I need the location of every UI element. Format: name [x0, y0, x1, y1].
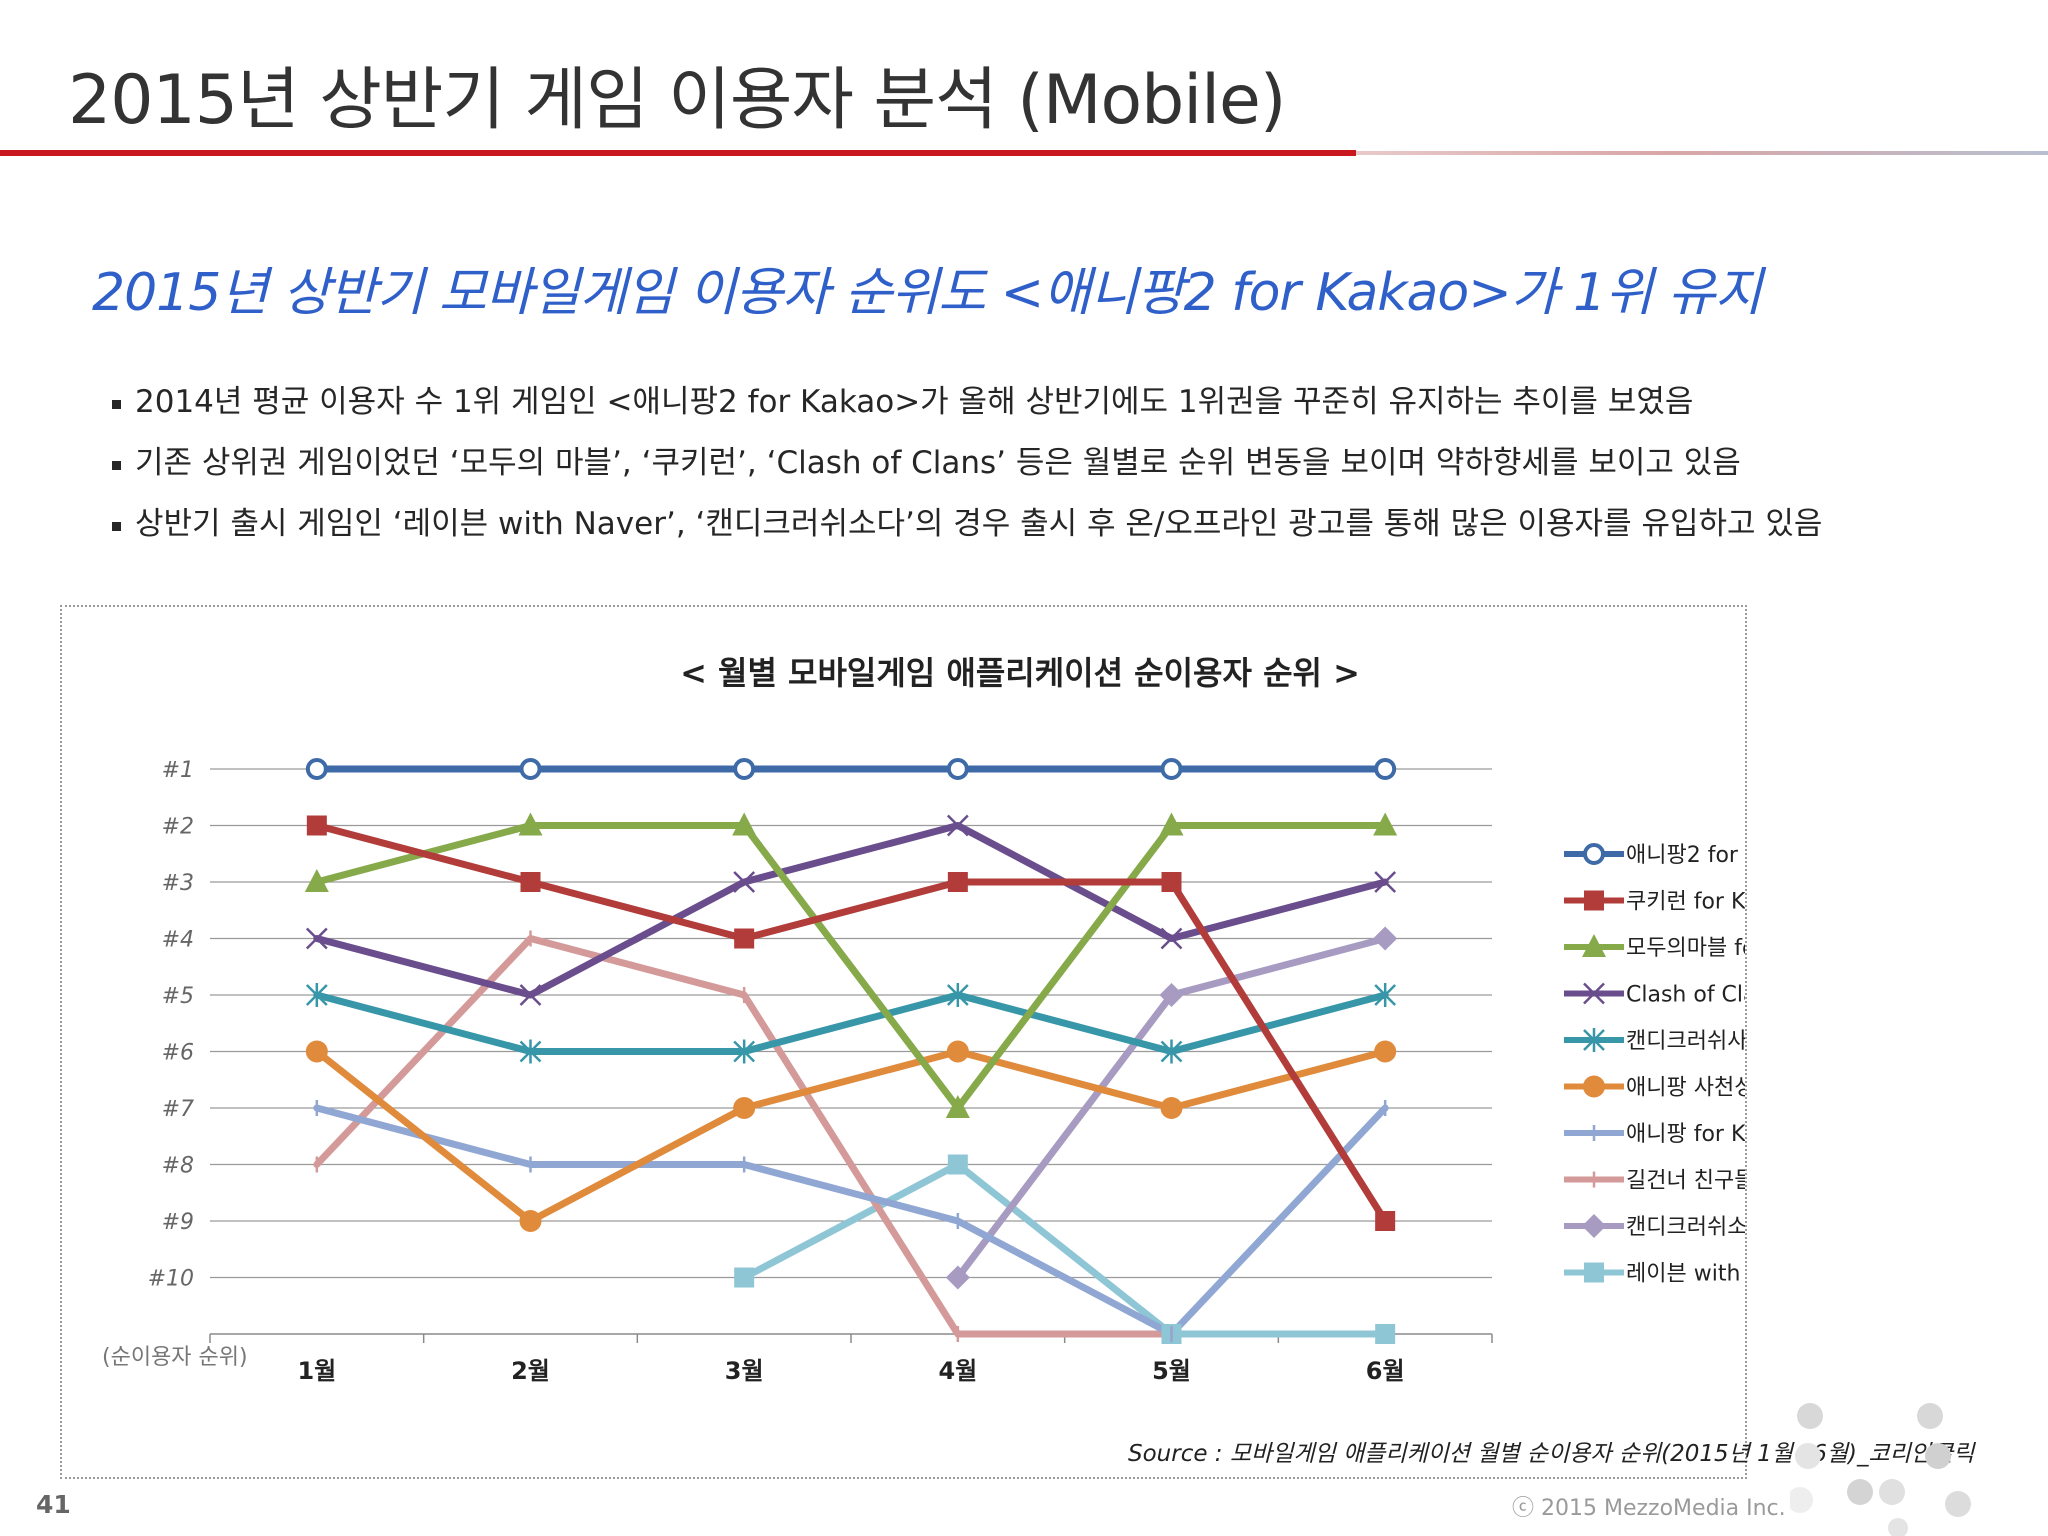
data-point	[520, 872, 541, 892]
series-line	[313, 822, 1389, 999]
series-line	[313, 822, 1389, 1112]
bullet-item: 상반기 출시 게임인 ‘레이븐 with Naver’, ‘캔디크러쉬소다’의 …	[108, 494, 1822, 555]
headline: 2015년 상반기 모바일게임 이용자 순위도 <애니팡2 for Kakao>…	[92, 263, 1762, 323]
data-point	[1374, 1040, 1397, 1063]
source-note: Source : 모바일게임 애플리케이션 월별 순이용자 순위(2015년 1…	[1128, 1441, 1975, 1467]
y-tick-label: #8	[162, 1154, 194, 1179]
chart-panel: < 월별 모바일게임 애플리케이션 순이용자 순위 > #1 #2 #3 #4 #5 #6 #…	[60, 605, 1747, 1479]
legend-marker	[1583, 1028, 1605, 1052]
page-title: 2015년 상반기 게임 이용자 분석 (Mobile)	[68, 61, 1286, 140]
data-point	[305, 983, 328, 1007]
data-point	[733, 1039, 756, 1064]
legend-label: 모두의마블 for Kakao	[1626, 936, 1745, 961]
bullet-list: 2014년 평균 이용자 수 1위 게임인 <애니팡2 for Kakao>가 …	[108, 372, 1822, 555]
data-point	[1160, 1039, 1183, 1064]
y-tick-label: #5	[162, 984, 194, 1009]
y-tick-label: #10	[148, 1267, 194, 1292]
y-tick-label: #7	[162, 1097, 194, 1122]
legend-label: 애니팡 사천성 for Kakao	[1626, 1076, 1745, 1101]
data-point	[733, 871, 756, 893]
data-point	[519, 1210, 542, 1232]
bullet-item: 기존 상위권 게임이었던 ‘모두의 마블’, ‘쿠키런’, ‘Clash of …	[108, 433, 1822, 494]
series-line	[740, 1161, 1389, 1338]
y-tick-label: #4	[162, 928, 194, 953]
data-point	[1160, 758, 1183, 780]
data-point	[1160, 1097, 1183, 1119]
y-tick-label: #1	[162, 758, 194, 783]
data-point	[1375, 1211, 1396, 1231]
data-point	[1160, 927, 1183, 950]
data-point	[306, 815, 327, 836]
legend-label: Clash of Clans	[1626, 983, 1745, 1008]
y-axis-label: (순이용자 순위)	[102, 1345, 248, 1370]
x-tick-label: 1월	[297, 1357, 336, 1385]
data-point	[945, 1265, 970, 1290]
series-line	[313, 1048, 1389, 1225]
dot-pattern-logo	[1790, 1403, 1971, 1536]
data-point	[947, 1154, 968, 1175]
data-point	[734, 928, 755, 949]
legend-marker	[1583, 1075, 1605, 1098]
data-point	[304, 869, 329, 892]
data-point	[1375, 1324, 1396, 1344]
series-line	[313, 991, 1389, 1055]
legend-marker	[1583, 843, 1605, 865]
legend-label: 길건너 친구들	[1626, 1169, 1745, 1194]
legend-marker	[1582, 1214, 1606, 1238]
data-point	[1373, 926, 1398, 951]
series-line	[313, 822, 1389, 1225]
data-point	[305, 758, 328, 780]
y-tick-label: #9	[162, 1210, 194, 1235]
data-point	[1374, 758, 1397, 780]
x-tick-label: 3월	[725, 1357, 764, 1385]
legend-marker	[1584, 1262, 1604, 1283]
data-point	[946, 814, 969, 837]
legend-marker	[1584, 890, 1604, 911]
data-point	[519, 984, 542, 1006]
data-point	[1374, 983, 1397, 1007]
data-point	[1373, 812, 1398, 836]
data-point	[733, 1097, 756, 1119]
data-point	[946, 758, 969, 780]
data-point	[1374, 871, 1397, 893]
legend-marker	[1583, 982, 1605, 1005]
data-point	[946, 983, 969, 1007]
data-point	[305, 1040, 328, 1063]
data-point	[1161, 872, 1182, 892]
legend-label: 캔디크러쉬사가 for Kakao	[1626, 1029, 1745, 1054]
data-point	[519, 1039, 542, 1064]
data-point	[733, 758, 756, 780]
rank-line-chart: < 월별 모바일게임 애플리케이션 순이용자 순위 > #1 #2 #3 #4 #5 #6 #…	[102, 654, 1745, 1385]
x-tick-label: 2월	[511, 1357, 550, 1385]
title-underline-gradient	[1356, 151, 2048, 155]
legend-label: 애니팡 for Kakao	[1626, 1122, 1745, 1147]
data-point	[305, 927, 328, 950]
copyright: ⓒ 2015 MezzoMedia Inc.	[1512, 1496, 1786, 1521]
data-point	[1159, 983, 1184, 1007]
x-tick-label: 4월	[938, 1357, 977, 1385]
chart-title: < 월별 모바일게임 애플리케이션 순이용자 순위 >	[680, 654, 1360, 692]
y-tick-label: #3	[162, 871, 194, 896]
data-point	[519, 758, 542, 780]
bullet-item: 2014년 평균 이용자 수 1위 게임인 <애니팡2 for Kakao>가 …	[108, 372, 1822, 433]
data-point	[946, 1040, 969, 1063]
data-point	[945, 1095, 970, 1118]
x-tick-label: 6월	[1366, 1357, 1405, 1385]
page-number: 41	[36, 1490, 71, 1519]
title-underline	[0, 150, 1356, 156]
x-tick-label: 5월	[1152, 1357, 1191, 1385]
data-point	[1159, 812, 1184, 836]
y-tick-label: #2	[162, 815, 194, 840]
data-point	[518, 812, 543, 836]
data-point	[947, 872, 968, 892]
data-point	[732, 812, 757, 836]
legend-label: 애니팡2 for Kakao	[1626, 843, 1745, 868]
y-tick-label: #6	[162, 1041, 194, 1066]
legend-label: 레이븐 with Naver	[1626, 1262, 1745, 1287]
legend-label: 쿠키런 for Kakao	[1626, 890, 1745, 915]
data-point	[734, 1267, 755, 1288]
legend-label: 캔디크러쉬소다	[1626, 1215, 1745, 1240]
series-line	[313, 1104, 1389, 1338]
legend-marker	[1582, 934, 1606, 957]
